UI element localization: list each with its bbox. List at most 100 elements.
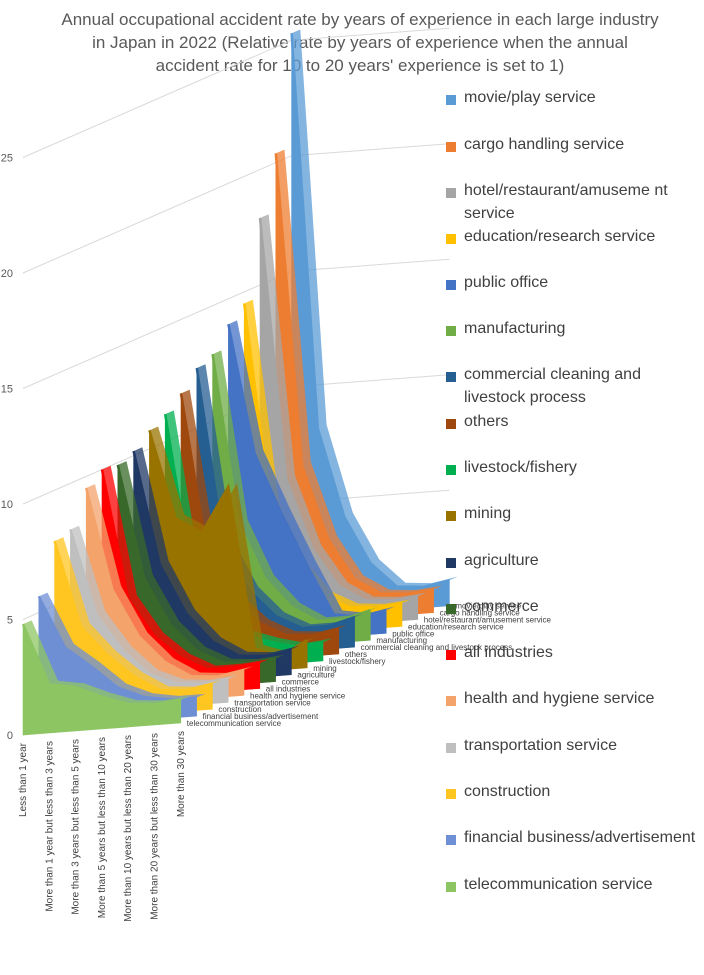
legend-swatch — [446, 234, 456, 244]
legend-swatch — [446, 280, 456, 290]
x-tick-label: More than 30 years — [176, 731, 187, 817]
depth-label: commerce — [282, 678, 320, 687]
y-tick-label: 25 — [1, 153, 13, 165]
legend-label: movie/play service — [464, 89, 596, 106]
x-axis: Less than 1 year More than 1 year but les… — [18, 731, 187, 922]
legend-item: commercial cleaning and livestock proces… — [446, 363, 696, 409]
depth-label: mining — [313, 664, 337, 673]
legend-item: all industries — [446, 641, 696, 664]
legend-label: hotel/restaurant/amuseme nt service — [464, 182, 668, 222]
legend-item: health and hygiene service — [446, 687, 696, 710]
legend-label: health and hygiene service — [464, 690, 655, 707]
legend-swatch — [446, 882, 456, 892]
x-tick-label: More than 3 years but less than 5 years — [71, 739, 82, 915]
legend-item: education/research service — [446, 225, 696, 248]
legend-item: telecommunication service — [446, 873, 696, 896]
area-series-top — [38, 592, 206, 700]
legend-item: livestock/fishery — [446, 456, 696, 479]
legend-swatch — [446, 372, 456, 382]
x-tick-label: More than 20 years but less than 30 year… — [150, 733, 161, 920]
legend-label: all industries — [464, 644, 553, 661]
area-series-edge — [290, 33, 450, 589]
legend-swatch — [446, 95, 456, 105]
area-series-edge — [84, 487, 245, 678]
depth-label: livestock/fishery — [329, 657, 385, 666]
area-series-top — [102, 465, 269, 670]
legend-label: others — [464, 413, 509, 430]
depth-label: telecommunication service — [187, 719, 282, 728]
legend-label: mining — [464, 505, 512, 522]
legend-item: financial business/advertisement — [446, 826, 696, 849]
y-tick-label: 20 — [1, 268, 13, 280]
area-series-group — [21, 29, 459, 736]
area-series-edge — [53, 540, 213, 692]
area-series-top — [86, 484, 253, 677]
legend-label: financial business/advertisement — [464, 829, 696, 846]
legend-label: education/research service — [464, 228, 656, 245]
chart-title: Annual occupational accident rate by yea… — [61, 10, 659, 75]
legend-swatch — [446, 835, 456, 845]
depth-label: education/research service — [408, 622, 504, 631]
area-series-top — [275, 149, 443, 594]
legend-label: livestock/fishery — [464, 459, 577, 476]
depth-label: health and hygiene service — [250, 691, 346, 700]
depth-label: movie/play service — [455, 602, 521, 611]
legend-item: hotel/restaurant/amuseme nt service — [446, 179, 696, 225]
legend-label: construction — [464, 783, 551, 800]
legend-item: construction — [446, 780, 696, 803]
legend-swatch — [446, 789, 456, 799]
area-series-top — [291, 29, 459, 587]
legend-item: mining — [446, 502, 696, 525]
gridline — [22, 27, 450, 158]
area-series-edge — [258, 217, 419, 602]
depth-label: transportation service — [234, 698, 311, 707]
area-series-top — [260, 214, 427, 601]
legend-item: cargo handling service — [446, 133, 696, 156]
depth-label: financial business/advertisement — [203, 712, 319, 721]
area-series-edge — [21, 623, 182, 706]
legend-swatch — [446, 188, 456, 198]
area-series-top — [23, 620, 190, 705]
depth-label: others — [345, 650, 367, 659]
legend-swatch — [446, 650, 456, 660]
depth-label: hotel/restaurant/amusement service — [424, 616, 552, 625]
legend-item: agriculture — [446, 549, 696, 572]
legend-item: public office — [446, 271, 696, 294]
y-tick-label: 0 — [7, 730, 13, 742]
legend-label: telecommunication service — [464, 876, 653, 893]
legend-swatch — [446, 511, 456, 521]
depth-label: cargo handling service — [440, 609, 521, 618]
legend-label: commerce — [464, 598, 539, 615]
legend-label: public office — [464, 274, 549, 291]
legend-swatch — [446, 419, 456, 429]
legend-swatch — [446, 465, 456, 475]
x-tick-label: More than 5 years but less than 10 years — [97, 737, 108, 918]
y-axis: 0 5 10 15 20 25 — [1, 153, 13, 743]
area-series-edge — [69, 529, 229, 685]
legend-swatch — [446, 326, 456, 336]
x-tick-label: More than 10 years but less than 20 year… — [123, 735, 134, 922]
depth-label: commercial cleaning and livestock proces… — [361, 643, 513, 652]
legend-item: manufacturing — [446, 317, 696, 340]
legend-item: commerce — [446, 595, 696, 618]
legend-swatch — [446, 558, 456, 568]
depth-label: construction — [218, 705, 261, 714]
legend-swatch — [446, 142, 456, 152]
legend-label: cargo handling service — [464, 136, 625, 153]
y-tick-label: 5 — [7, 615, 13, 627]
area-series-edge — [274, 153, 434, 596]
depth-label: manufacturing — [376, 636, 427, 645]
legend-label: transportation service — [464, 737, 617, 754]
legend-label: manufacturing — [464, 320, 566, 337]
legend-swatch — [446, 743, 456, 753]
gridline — [22, 143, 450, 274]
y-tick-label: 15 — [1, 384, 13, 396]
legend-item: others — [446, 410, 696, 433]
legend-item: movie/play service — [446, 86, 696, 109]
x-tick-label: Less than 1 year — [18, 742, 29, 817]
x-tick-label: More than 1 year but less than 3 years — [44, 741, 55, 912]
legend-label: agriculture — [464, 552, 539, 569]
area-series-edge — [132, 450, 292, 658]
